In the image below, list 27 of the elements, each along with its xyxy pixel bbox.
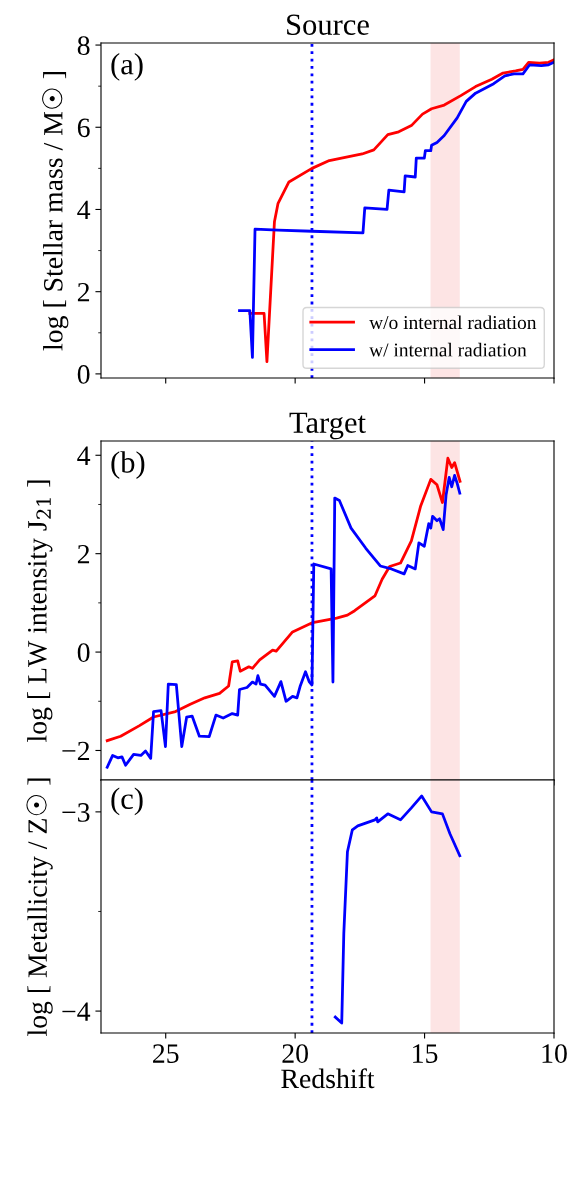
chart-title: Target (289, 412, 366, 440)
chart-title: Source (287, 14, 369, 35)
y-tick-label: 4 (77, 200, 91, 220)
annotation: (a) (111, 53, 143, 81)
annotation: (c) (111, 787, 143, 816)
y-tick-label: −4 (62, 1002, 91, 1021)
x-axis-title: Redshift (281, 1068, 375, 1089)
line-series (333, 794, 462, 1025)
y-tick-label: 6 (77, 118, 90, 138)
y-axis-title: log [ LW intensity J$_{21}$ ] (27, 480, 53, 743)
x-tick-label: 15 (413, 1044, 438, 1063)
x-tick-label: 10 (542, 1044, 567, 1063)
y-tick-label: −2 (62, 741, 90, 761)
y-tick-label: 0 (77, 365, 90, 384)
y-axis-title: log [ Stellar mass / M☉ ] (42, 72, 69, 351)
annotation: (b) (111, 451, 145, 479)
y-tick-label: 0 (77, 643, 90, 662)
y-axis-title: log [ Metallicity / Z☉ ] (26, 778, 53, 1037)
x-tick-label: 20 (282, 1044, 308, 1063)
y-tick-label: 2 (77, 282, 90, 302)
legend-label: w/ internal radiation (369, 342, 527, 357)
y-tick-label: 2 (77, 544, 90, 564)
y-tick-label: −3 (62, 803, 90, 822)
y-tick-label: 4 (77, 446, 91, 465)
legend-label: w/o internal radiation (369, 315, 537, 330)
y-tick-label: 8 (77, 36, 90, 55)
x-tick-label: 25 (153, 1044, 179, 1063)
